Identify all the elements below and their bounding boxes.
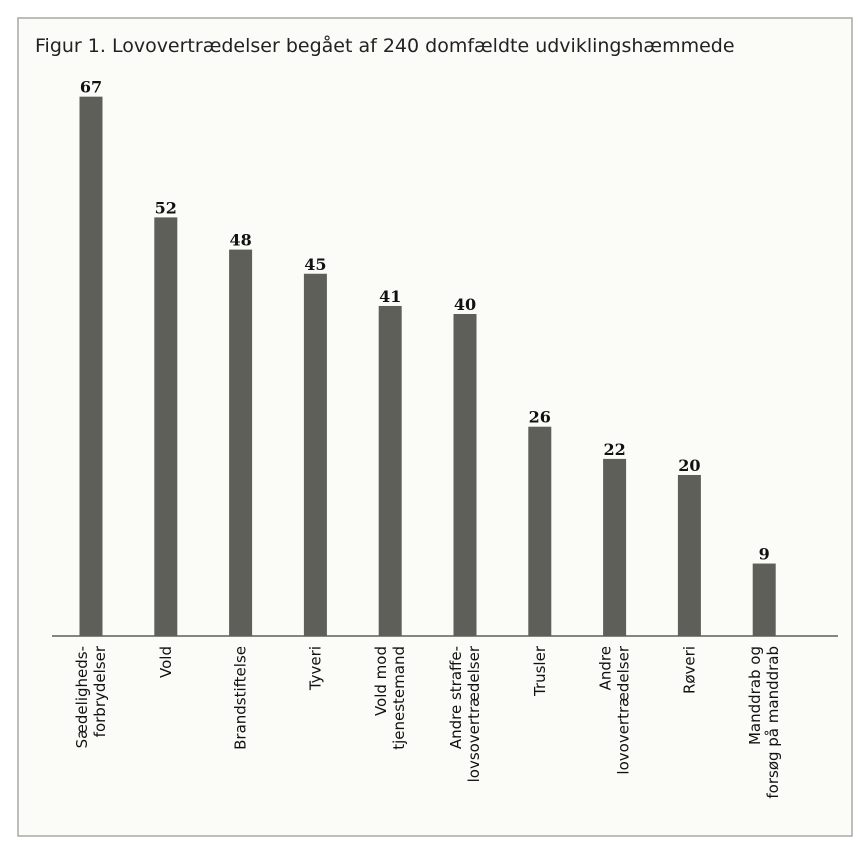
- bar: [303, 273, 327, 636]
- value-label: 22: [603, 440, 625, 459]
- x-tick-label: Brandstiftelse: [232, 646, 250, 750]
- value-label: 48: [229, 231, 251, 250]
- value-label: 26: [529, 408, 551, 427]
- x-tick-label: Sædeligheds-forbrydelser: [73, 645, 109, 748]
- value-label: 9: [759, 545, 770, 564]
- bar: [752, 563, 776, 636]
- bar: [229, 249, 253, 636]
- x-tick-label: Trusler: [531, 645, 549, 697]
- bar: [677, 475, 701, 636]
- value-label: 67: [80, 78, 102, 97]
- value-label: 52: [155, 198, 177, 217]
- bar: [528, 426, 552, 636]
- value-label: 41: [379, 287, 401, 306]
- value-label: 20: [678, 456, 700, 475]
- bar: [453, 314, 477, 636]
- bar: [154, 217, 178, 636]
- x-tick-label: Røveri: [680, 646, 698, 694]
- x-tick-label: Andre straffe-lovsovertrædelser: [447, 645, 483, 782]
- value-label: 40: [454, 295, 476, 314]
- x-tick-label: Manddrab ogforsøg på manddrab: [746, 646, 782, 799]
- value-label: 45: [304, 255, 326, 274]
- x-tick-label: Andrelovovertrædelser: [597, 645, 633, 774]
- x-tick-label: Vold modtjenestemand: [372, 646, 408, 750]
- bar: [378, 305, 402, 636]
- x-tick-label: Vold: [157, 646, 175, 678]
- bar: [79, 96, 103, 636]
- bar: [603, 458, 627, 636]
- chart-title: Figur 1. Lovovertrædelser begået af 240 …: [35, 34, 735, 57]
- chart-frame: [17, 17, 853, 837]
- x-tick-label: Tyveri: [306, 646, 324, 691]
